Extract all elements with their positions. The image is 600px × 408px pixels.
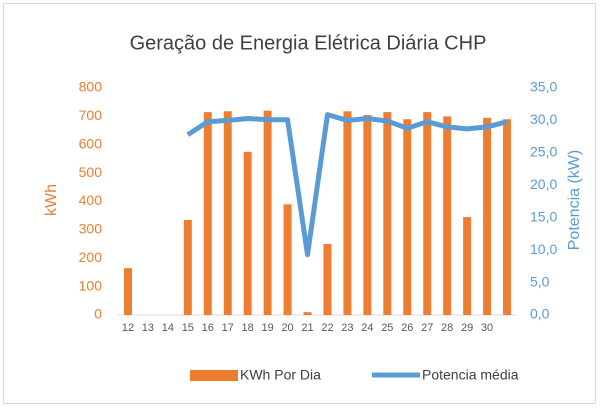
y2-tick-label: 0,0 [530, 306, 550, 322]
x-tick-label: 26 [401, 322, 413, 334]
bar [343, 111, 352, 315]
bar [443, 116, 452, 315]
bar [463, 217, 472, 315]
y-tick-label: 200 [79, 249, 103, 265]
legend-label: KWh Por Dia [240, 367, 321, 383]
y-tick-label: 600 [79, 135, 103, 151]
y-tick-label: 500 [79, 164, 103, 180]
line [186, 112, 508, 258]
x-tick-label: 18 [242, 322, 254, 334]
bar [303, 312, 312, 315]
y2-tick-label: 5,0 [530, 273, 550, 289]
x-tick-label: 16 [202, 322, 214, 334]
y2-tick-label: 15,0 [530, 208, 557, 224]
y-axis-label: kWh [43, 184, 60, 216]
y-tick-label: 800 [79, 79, 103, 95]
bar [183, 219, 192, 315]
y-tick-label: 700 [79, 107, 103, 123]
bar [383, 112, 392, 316]
legend-label: Potencia média [422, 367, 519, 383]
x-tick-label: 15 [182, 322, 194, 334]
y-tick-label: 100 [79, 277, 103, 293]
x-tick-label: 14 [162, 322, 174, 334]
x-tick-label: 28 [441, 322, 453, 334]
bar [483, 117, 492, 315]
x-tick-label: 12 [122, 322, 134, 334]
x-tick-label: 25 [381, 322, 393, 334]
bar [223, 111, 232, 315]
bar [263, 110, 272, 315]
y-tick-label: 400 [79, 192, 103, 208]
x-tick-label: 21 [301, 322, 313, 334]
bar [203, 112, 212, 316]
y2-tick-label: 20,0 [530, 176, 557, 192]
bar [123, 268, 132, 315]
y-tick-label: 0 [94, 306, 102, 322]
chart-title: Geração de Energia Elétrica Diária CHP [130, 32, 487, 54]
y2-axis-label: Potencia (kW) [566, 150, 583, 250]
x-tick-label: 13 [142, 322, 154, 334]
x-tick-label: 27 [421, 322, 433, 334]
y2-tick-label: 35,0 [530, 79, 557, 95]
bar [323, 244, 332, 315]
bar [423, 112, 432, 316]
bar [403, 119, 412, 316]
x-tick-label: 22 [321, 322, 333, 334]
bar [503, 119, 512, 316]
y2-tick-label: 10,0 [530, 241, 557, 257]
y2-tick-label: 25,0 [530, 144, 557, 160]
x-tick-label: 20 [281, 322, 293, 334]
x-tick-label: 19 [262, 322, 274, 334]
bar [243, 151, 252, 315]
x-tick-label: 24 [361, 322, 373, 334]
x-tick-label: 29 [461, 322, 473, 334]
bar [283, 204, 292, 315]
bar [363, 114, 372, 315]
x-tick-label: 23 [341, 322, 353, 334]
x-tick-label: 17 [222, 322, 234, 334]
x-tick-label: 30 [481, 322, 493, 334]
y-tick-label: 300 [79, 221, 103, 237]
legend-swatch [190, 370, 238, 381]
y2-tick-label: 30,0 [530, 111, 557, 127]
